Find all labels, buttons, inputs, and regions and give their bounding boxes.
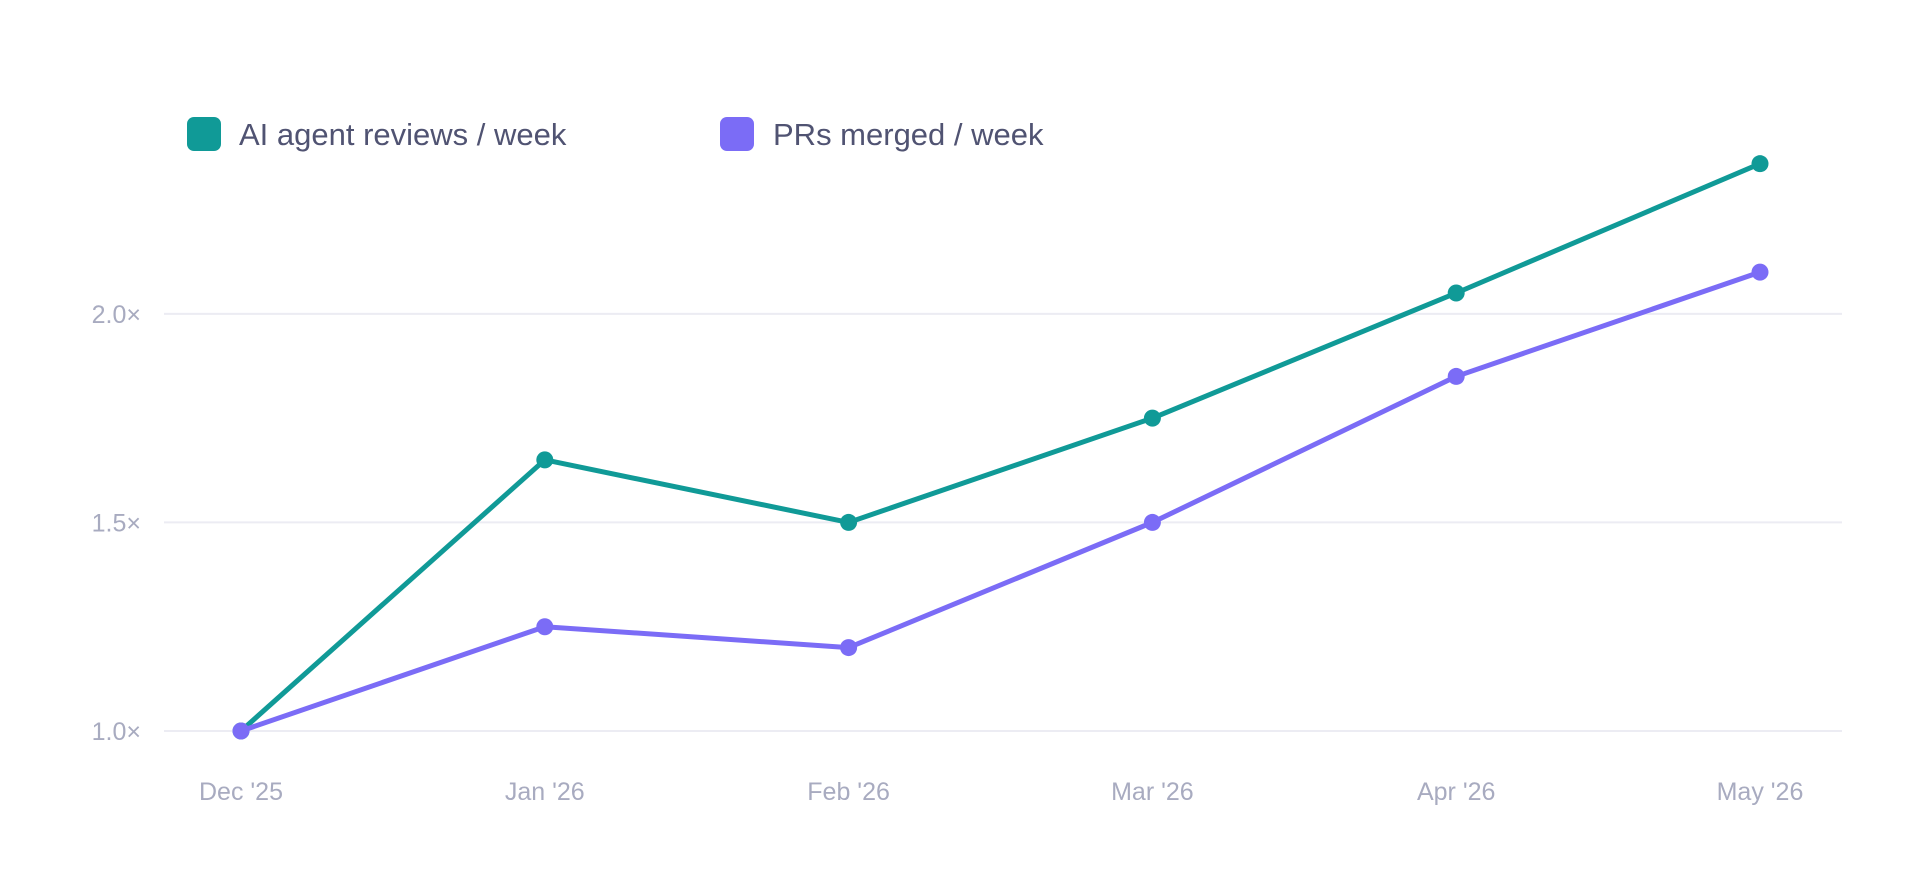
data-point-prs-merged-week[interactable]: [536, 618, 554, 636]
data-point-ai-agent-reviews-week[interactable]: [536, 451, 554, 469]
data-point-ai-agent-reviews-week[interactable]: [1143, 409, 1161, 427]
data-point-ai-agent-reviews-week[interactable]: [840, 513, 858, 531]
x-tick-label: Feb '26: [807, 778, 890, 806]
data-point-prs-merged-week[interactable]: [840, 639, 858, 657]
legend: AI agent reviews / week PRs merged / wee…: [187, 117, 1044, 152]
data-point-ai-agent-reviews-week[interactable]: [1751, 155, 1769, 173]
data-point-prs-merged-week[interactable]: [1143, 513, 1161, 531]
y-axis-tick-labels: 1.0× 1.5× 2.0×: [92, 301, 141, 746]
y-tick-label: 1.0×: [92, 718, 141, 746]
x-tick-label: Jan '26: [505, 778, 585, 806]
data-point-ai-agent-reviews-week[interactable]: [1447, 284, 1465, 302]
legend-item-ai-agent-reviews[interactable]: AI agent reviews / week: [187, 117, 567, 152]
data-point-prs-merged-week[interactable]: [1447, 367, 1465, 385]
x-tick-label: May '26: [1717, 778, 1804, 806]
x-tick-label: Dec '25: [199, 778, 283, 806]
x-axis-tick-labels: Dec '25 Jan '26 Feb '26 Mar '26 Apr '26 May '…: [199, 778, 1803, 806]
x-tick-label: Mar '26: [1111, 778, 1194, 806]
legend-item-prs-merged[interactable]: PRs merged / week: [720, 117, 1044, 152]
legend-swatch-prs-merged: [720, 117, 754, 151]
data-point-prs-merged-week[interactable]: [1751, 263, 1769, 281]
data-point-prs-merged-week[interactable]: [232, 722, 250, 740]
y-tick-label: 2.0×: [92, 301, 141, 329]
legend-label-ai-agent-reviews: AI agent reviews / week: [239, 117, 567, 152]
series-prs-merged-week: [232, 263, 1769, 740]
gridlines: [164, 312, 1842, 732]
series-lines: [232, 155, 1769, 740]
x-tick-label: Apr '26: [1417, 778, 1495, 806]
legend-swatch-ai-agent-reviews: [187, 117, 221, 151]
series-ai-agent-reviews-week: [232, 155, 1769, 740]
y-tick-label: 1.5×: [92, 509, 141, 537]
series-line-ai-agent-reviews-week: [238, 161, 1763, 734]
legend-label-prs-merged: PRs merged / week: [773, 117, 1044, 152]
series-line-prs-merged-week: [238, 269, 1763, 734]
